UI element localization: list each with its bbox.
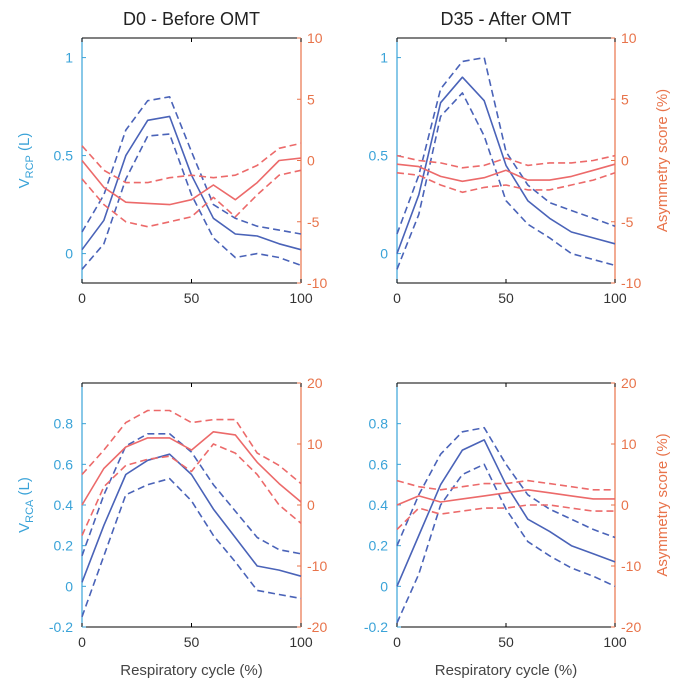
series-blue-dashed-3: [81, 133, 302, 270]
y-tick-label: 0.2: [54, 538, 74, 554]
y-tick-label: 0.6: [369, 456, 389, 472]
y-tick-label: 0.5: [54, 148, 74, 164]
y-tick-label: 0.4: [54, 497, 74, 513]
y-tick-label: 0.8: [54, 416, 74, 432]
y2-tick-label: 10: [621, 436, 637, 452]
series-red-solid-4: [81, 157, 302, 206]
series-blue-solid-1: [81, 115, 302, 251]
x-axis-label: Respiratory cycle (%): [435, 662, 578, 679]
series-blue-dashed-3: [396, 92, 616, 270]
y2-tick-label: -10: [621, 275, 641, 291]
y-tick-label: 0: [65, 246, 73, 262]
series-red-solid-4: [81, 430, 302, 506]
x-tick-label: 0: [78, 290, 86, 306]
y2-tick-label: 10: [307, 436, 323, 452]
series-blue-solid-1: [396, 76, 616, 254]
x-tick-label: 50: [184, 634, 200, 650]
y-tick-label: 0.4: [369, 497, 389, 513]
y2-tick-label: 20: [307, 375, 323, 391]
y-tick-label: -0.2: [364, 619, 388, 635]
series-red-dashed-5: [396, 479, 615, 491]
x-tick-label: 50: [498, 290, 514, 306]
series-red-dashed-6: [81, 169, 302, 228]
x-tick-label: 100: [603, 634, 627, 650]
series-blue-solid-1: [396, 439, 616, 587]
series-red-dashed-5: [396, 154, 616, 169]
y2-tick-label: -10: [307, 558, 327, 574]
x-tick-label: 0: [78, 634, 86, 650]
series-blue-dashed-2: [81, 432, 302, 557]
series-red-solid-4: [396, 488, 615, 506]
panel-3: 0 50 100 -0.2 0 0.2 0.4 0.6 0.8 -20 -10 0 10 20 Respir…: [16, 375, 327, 679]
y-tick-label: 0: [380, 578, 388, 594]
y2-tick-label: 0: [307, 153, 315, 169]
y2-tick-label: 10: [621, 30, 637, 46]
y2-tick-label: 0: [621, 153, 629, 169]
y-tick-label: 0: [65, 578, 73, 594]
panel-1: 0 50 100 0 0.5 1 -10 -5 0 5 10 D0 - Before OMT VRCP …: [16, 9, 327, 306]
y2-axis-label: Asymmetry score (%): [654, 89, 671, 232]
x-tick-label: 100: [289, 290, 313, 306]
y-axis-label: VRCP (L): [16, 133, 36, 189]
y-tick-label: 0.5: [369, 148, 389, 164]
y2-tick-label: 10: [307, 30, 323, 46]
y-tick-label: 1: [380, 50, 388, 66]
x-tick-label: 50: [498, 634, 514, 650]
x-tick-label: 0: [393, 634, 401, 650]
series-red-dashed-6: [396, 172, 616, 194]
series-red-dashed-6: [81, 443, 302, 536]
series-red-dashed-6: [396, 504, 615, 530]
y-tick-label: 0.2: [369, 538, 389, 554]
y2-tick-label: -5: [307, 214, 320, 230]
y2-tick-label: 5: [621, 91, 629, 107]
y-tick-label: -0.2: [49, 619, 73, 635]
y2-tick-label: -20: [621, 619, 641, 635]
x-axis-label: Respiratory cycle (%): [120, 662, 263, 679]
series-red-solid-4: [396, 163, 616, 183]
y-axis-label: VRCA (L): [16, 477, 36, 533]
series-blue-dashed-2: [396, 426, 616, 547]
y2-tick-label: 5: [307, 91, 315, 107]
y2-tick-label: -10: [307, 275, 327, 291]
panel-2: 0 50 100 0 0.5 1 -10 -5 0 5 10 D35 - After OMT Asymm…: [369, 9, 671, 306]
x-tick-label: 50: [184, 290, 200, 306]
series-red-dashed-5: [81, 409, 302, 485]
y2-tick-label: -10: [621, 558, 641, 574]
panel-title: D35 - After OMT: [440, 9, 571, 29]
y2-tick-label: 0: [621, 497, 629, 513]
x-tick-label: 100: [603, 290, 627, 306]
series-blue-dashed-2: [396, 56, 616, 235]
panel-4: 0 50 100 -0.2 0 0.2 0.4 0.6 0.8 -20 -10 0 10 20 Respir…: [364, 375, 671, 679]
y2-tick-label: -20: [307, 619, 327, 635]
y-tick-label: 1: [65, 50, 73, 66]
y2-tick-label: 0: [307, 497, 315, 513]
y-tick-label: 0.6: [54, 456, 74, 472]
y-tick-label: 0.8: [369, 416, 389, 432]
y2-tick-label: 20: [621, 375, 637, 391]
series-blue-solid-1: [81, 453, 302, 583]
x-tick-label: 0: [393, 290, 401, 306]
y-tick-label: 0: [380, 246, 388, 262]
series-red-dashed-5: [81, 142, 302, 184]
x-tick-label: 100: [289, 634, 313, 650]
series-blue-dashed-2: [81, 96, 302, 235]
series-blue-dashed-3: [396, 463, 616, 624]
y2-axis-label: Asymmetry score (%): [654, 433, 671, 576]
panel-title: D0 - Before OMT: [123, 9, 260, 29]
y2-tick-label: -5: [621, 214, 634, 230]
